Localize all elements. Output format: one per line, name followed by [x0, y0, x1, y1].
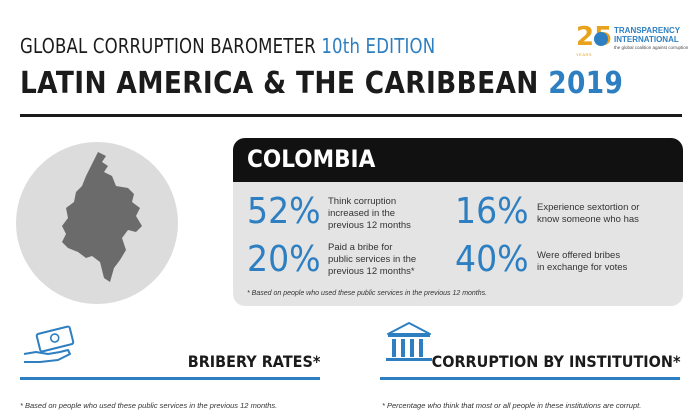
stat-value-sextortion: 16%	[455, 191, 529, 232]
region-year: 2019	[548, 66, 624, 101]
edition-label: 10th EDITION	[321, 34, 436, 58]
stat-text-vote-buying: Were offered bribes in exchange for vote…	[537, 250, 627, 274]
stat-value-bribe-paid: 20%	[247, 239, 321, 280]
country-name: COLOMBIA	[247, 145, 376, 173]
stat-line: know someone who has	[537, 214, 639, 225]
stat-line: increased in the	[328, 208, 396, 219]
barometer-title-prefix: GLOBAL CORRUPTION BAROMETER	[20, 34, 316, 58]
region-title: LATIN AMERICA & THE CARIBBEAN 2019	[20, 66, 623, 101]
stat-value-vote-buying: 40%	[455, 239, 529, 280]
stat-text-bribe-paid: Paid a bribe for public services in the …	[328, 242, 416, 278]
stat-line: previous 12 months*	[328, 266, 415, 277]
stat-line: in exchange for votes	[537, 262, 628, 273]
card-header: COLOMBIA	[233, 138, 683, 182]
card-footnote: * Based on people who used these public …	[247, 290, 488, 297]
country-stats-card: COLOMBIA 52% Think corruption increased …	[233, 138, 683, 306]
globe-icon	[594, 32, 608, 46]
stat-line: Paid a bribe for	[328, 242, 393, 253]
corruption-by-institution-divider	[380, 377, 680, 380]
region-name: LATIN AMERICA & THE CARIBBEAN	[20, 66, 539, 101]
stat-text-sextortion: Experience sextortion or know someone wh…	[537, 202, 639, 226]
country-map-circle	[16, 142, 178, 304]
stat-text-corruption-increase: Think corruption increased in the previo…	[328, 196, 411, 232]
colombia-map-icon	[62, 152, 142, 282]
logo-years: YEARS	[576, 52, 593, 57]
corruption-by-institution-footnote: * Percentage who think that most or all …	[382, 401, 642, 410]
bribery-rates-title: BRIBERY RATES*	[187, 352, 320, 371]
title-divider	[20, 114, 682, 117]
corruption-by-institution-title: CORRUPTION BY INSTITUTION*	[431, 352, 680, 371]
bribery-rates-footnote: * Based on people who used these public …	[20, 401, 278, 410]
barometer-title: GLOBAL CORRUPTION BAROMETER 10th EDITION	[20, 34, 435, 58]
institution-building-icon	[386, 322, 432, 361]
stat-line: Experience sextortion or	[537, 202, 640, 213]
stat-line: previous 12 months	[328, 220, 411, 231]
logo-name: TRANSPARENCY INTERNATIONAL	[614, 26, 680, 44]
stat-line: Think corruption	[328, 196, 397, 207]
stat-line: public services in the	[328, 254, 417, 265]
stat-value-corruption-increase: 52%	[247, 191, 321, 232]
transparency-international-logo: 25 YEARS TRANSPARENCY INTERNATIONAL the …	[572, 22, 690, 62]
logo-tagline: the global coalition against corruption	[614, 45, 689, 50]
cash-hand-icon	[23, 325, 75, 363]
logo-name-line2: INTERNATIONAL	[614, 35, 679, 44]
stat-line: Were offered bribes	[537, 250, 621, 261]
bribery-rates-divider	[20, 377, 320, 380]
logo-name-line1: TRANSPARENCY	[614, 26, 681, 35]
